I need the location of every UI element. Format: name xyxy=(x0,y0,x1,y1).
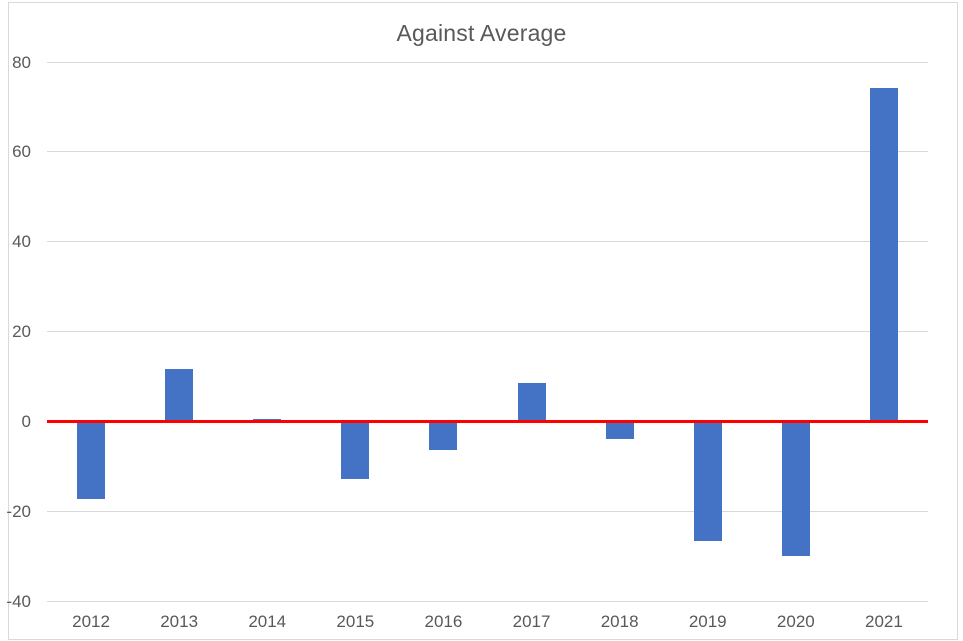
bar-2013[interactable] xyxy=(165,368,194,422)
gridline-y-40 xyxy=(47,241,928,243)
bar-2021[interactable] xyxy=(869,87,898,422)
y-tick-label-20: 20 xyxy=(12,322,31,341)
gridline-y--20 xyxy=(47,510,928,512)
x-tick-label-2012: 2012 xyxy=(72,612,110,631)
plot-area xyxy=(47,61,928,602)
zero-baseline-line[interactable] xyxy=(47,419,928,423)
x-tick-label-2018: 2018 xyxy=(600,612,639,631)
bar-2018[interactable] xyxy=(605,421,634,440)
gridline-y-60 xyxy=(47,151,928,153)
x-tick-label-2020: 2020 xyxy=(776,612,815,631)
x-tick-label-2013: 2013 xyxy=(160,612,199,631)
gridline-y-80 xyxy=(47,61,928,63)
bar-2015[interactable] xyxy=(341,421,370,480)
y-tick-label--20: -20 xyxy=(6,501,31,521)
y-axis-tick-labels: 80 60 40 20 0 -20 -40 xyxy=(0,54,31,610)
x-tick-label-2016: 2016 xyxy=(424,612,463,631)
bar-2017[interactable] xyxy=(517,382,546,422)
y-tick-label-80: 80 xyxy=(12,52,31,72)
bar-2012[interactable] xyxy=(77,421,106,500)
y-tick-label-40: 40 xyxy=(12,232,31,252)
bar-2019[interactable] xyxy=(693,421,722,541)
y-tick-label--40: -40 xyxy=(6,591,31,611)
gridline-y-20 xyxy=(47,331,928,332)
x-tick-label-2021: 2021 xyxy=(865,612,903,631)
bar-2016[interactable] xyxy=(429,421,458,451)
x-tick-label-2019: 2019 xyxy=(688,612,727,631)
bar-2020[interactable] xyxy=(781,421,810,556)
x-axis-tick-labels: 2012 2013 2014 2015 2016 2017 2018 2019 2020 2021 xyxy=(47,613,928,635)
y-tick-label-0: 0 xyxy=(21,411,31,431)
y-tick-label-60: 60 xyxy=(12,142,31,162)
x-tick-label-2015: 2015 xyxy=(336,612,375,631)
x-tick-label-2014: 2014 xyxy=(248,612,287,631)
x-tick-label-2017: 2017 xyxy=(512,612,551,631)
chart-title[interactable]: Against Average xyxy=(396,20,567,46)
gridline-y--40 xyxy=(47,600,928,602)
